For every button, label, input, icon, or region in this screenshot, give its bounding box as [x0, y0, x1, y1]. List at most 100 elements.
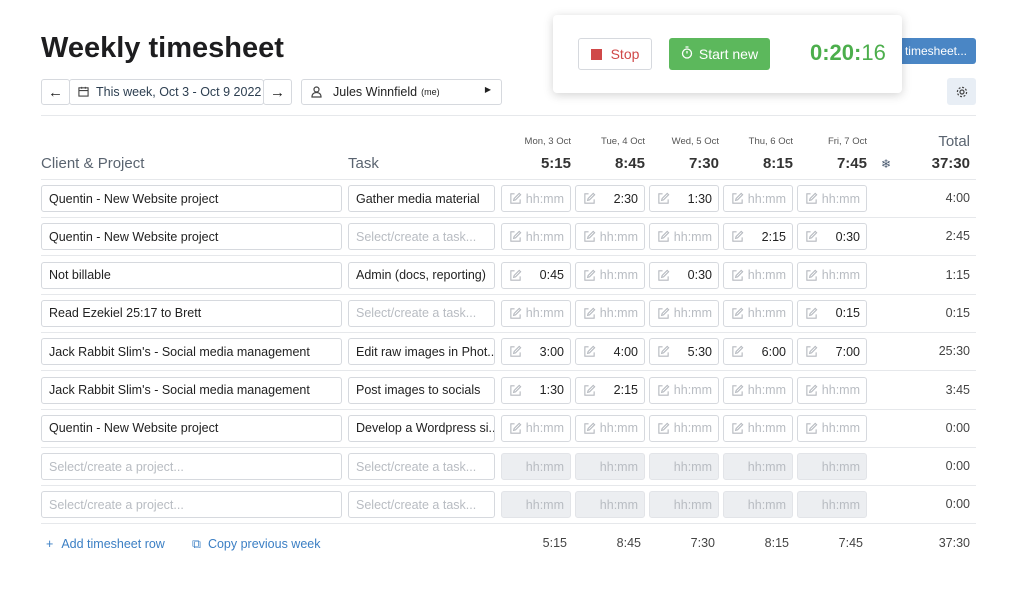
hour-input[interactable]: hh:mm — [575, 261, 645, 289]
task-input[interactable]: Select/create a task... — [348, 453, 495, 481]
hour-input[interactable]: hh:mm — [575, 299, 645, 327]
hour-input[interactable]: hh:mm — [575, 414, 645, 442]
copy-week-label: Copy previous week — [207, 537, 321, 551]
hour-value: 2:15 — [761, 229, 786, 244]
hour-input: hh:mm — [723, 453, 793, 481]
hour-input[interactable]: 2:15 — [723, 223, 793, 251]
hour-value: hh:mm — [747, 459, 786, 474]
project-input[interactable]: Jack Rabbit Slim's - Social media manage… — [41, 338, 342, 366]
day-total-footer: 7:30 — [690, 536, 715, 550]
hour-input[interactable]: hh:mm — [649, 414, 719, 442]
edit-icon — [731, 384, 744, 400]
project-input[interactable]: Quentin - New Website project — [41, 414, 342, 442]
hour-input[interactable]: hh:mm — [723, 261, 793, 289]
hour-value: hh:mm — [599, 229, 638, 244]
calendar-icon — [78, 86, 89, 100]
hour-input[interactable]: 0:30 — [649, 261, 719, 289]
project-input[interactable]: Not billable — [41, 261, 342, 289]
row-total: 25:30 — [938, 344, 970, 359]
edit-icon — [509, 422, 522, 438]
hour-input[interactable]: hh:mm — [501, 414, 571, 442]
hour-input[interactable]: hh:mm — [723, 299, 793, 327]
hour-input[interactable]: hh:mm — [501, 185, 571, 212]
edit-icon — [583, 345, 596, 361]
day-total: 8:45 — [614, 155, 645, 172]
hour-input[interactable]: hh:mm — [575, 223, 645, 251]
hour-value: 0:45 — [539, 268, 564, 283]
hour-input[interactable]: hh:mm — [501, 223, 571, 251]
project-input[interactable]: Read Ezekiel 25:17 to Brett — [41, 299, 342, 327]
hour-input[interactable]: 0:30 — [797, 223, 867, 251]
hour-value: hh:mm — [599, 459, 638, 474]
hour-input[interactable]: hh:mm — [723, 185, 793, 212]
day-total: 7:30 — [688, 155, 719, 172]
task-input[interactable]: Edit raw images in Phot... — [348, 338, 495, 366]
hour-value: hh:mm — [821, 383, 860, 397]
row-total: 3:45 — [945, 382, 970, 397]
hour-input[interactable]: hh:mm — [649, 299, 719, 327]
task-input[interactable]: Select/create a task... — [348, 491, 495, 519]
task-input[interactable]: Develop a Wordpress si... — [348, 414, 495, 442]
hour-input[interactable]: 2:15 — [575, 376, 645, 404]
edit-icon — [805, 192, 818, 208]
start-label: Start new — [698, 46, 759, 62]
task-input[interactable]: Select/create a task... — [348, 223, 495, 251]
hour-input[interactable]: hh:mm — [649, 376, 719, 404]
hour-input[interactable]: 4:00 — [575, 338, 645, 366]
copy-week[interactable]: ⧉ Copy previous week — [192, 537, 321, 552]
project-header: Client & Project — [41, 155, 145, 172]
hour-input[interactable]: 0:45 — [501, 261, 571, 289]
hour-input[interactable]: 5:30 — [649, 338, 719, 366]
edit-icon — [657, 307, 670, 323]
task-input[interactable]: Post images to socials — [348, 376, 495, 404]
hour-input[interactable]: hh:mm — [797, 261, 867, 289]
hour-input[interactable]: hh:mm — [723, 376, 793, 404]
hour-input[interactable]: 7:00 — [797, 338, 867, 366]
hour-value: 7:00 — [835, 344, 860, 359]
edit-icon — [509, 307, 522, 323]
prev-week[interactable]: ← — [41, 79, 70, 105]
project-input[interactable]: Jack Rabbit Slim's - Social media manage… — [41, 376, 342, 404]
hour-input[interactable]: hh:mm — [797, 414, 867, 442]
hour-input: hh:mm — [575, 491, 645, 519]
hour-value: hh:mm — [747, 383, 786, 397]
hour-value: hh:mm — [599, 268, 638, 283]
hour-input[interactable]: hh:mm — [723, 414, 793, 442]
project-input[interactable]: Quentin - New Website project — [41, 185, 342, 212]
hour-value: hh:mm — [525, 306, 564, 321]
project-input[interactable]: Select/create a project... — [41, 491, 342, 519]
next-week[interactable]: → — [263, 79, 292, 105]
task-input[interactable]: Admin (docs, reporting) — [348, 261, 495, 289]
hour-input[interactable]: 0:15 — [797, 299, 867, 327]
week-picker[interactable]: This week, Oct 3 - Oct 9 2022 — [69, 79, 264, 105]
stop-button[interactable]: Stop — [578, 38, 652, 70]
add-row[interactable]: + Add timesheet row — [46, 537, 165, 551]
start-button[interactable]: Start new — [669, 38, 770, 70]
hour-input[interactable]: 3:00 — [501, 338, 571, 366]
hour-input[interactable]: 1:30 — [649, 185, 719, 212]
task-input[interactable]: Select/create a task... — [348, 299, 495, 327]
hour-input[interactable]: hh:mm — [501, 299, 571, 327]
edit-icon — [805, 384, 818, 400]
hour-input[interactable]: 1:30 — [501, 376, 571, 404]
hour-value: 1:30 — [687, 191, 712, 206]
hour-input: hh:mm — [501, 491, 571, 519]
hour-input[interactable]: 2:30 — [575, 185, 645, 212]
hour-input[interactable]: 6:00 — [723, 338, 793, 366]
user-select[interactable]: Jules Winnfield (me) ▶ — [301, 79, 502, 105]
hour-input[interactable]: hh:mm — [797, 185, 867, 212]
divider — [41, 255, 976, 257]
edit-icon — [509, 230, 522, 246]
hour-value: 2:15 — [613, 383, 638, 397]
settings-button[interactable] — [947, 78, 976, 105]
project-input[interactable]: Select/create a project... — [41, 453, 342, 481]
hour-value: 5:30 — [687, 344, 712, 359]
project-input[interactable]: Quentin - New Website project — [41, 223, 342, 251]
day-total: 7:45 — [836, 155, 867, 172]
task-input[interactable]: Gather media material — [348, 185, 495, 212]
submit-button[interactable]: timesheet... — [896, 38, 976, 64]
hour-input[interactable]: hh:mm — [797, 376, 867, 404]
row-total: 0:15 — [945, 305, 970, 320]
hour-input[interactable]: hh:mm — [649, 223, 719, 251]
